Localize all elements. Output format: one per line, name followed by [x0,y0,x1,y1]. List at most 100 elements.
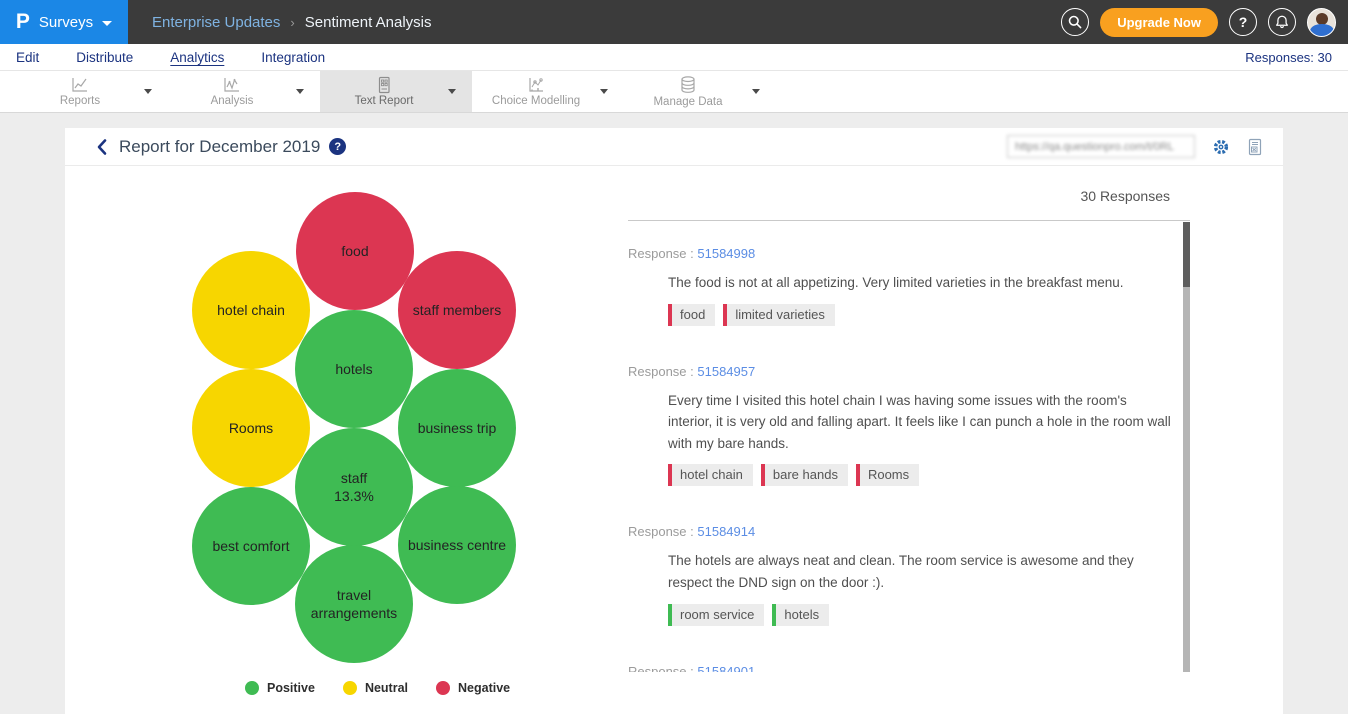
menu-tab-distribute[interactable]: Distribute [76,49,134,65]
toolbar-item-label: Analysis [210,95,254,107]
upgrade-now-button[interactable]: Upgrade Now [1100,7,1218,37]
sentiment-tag-limited-varieties[interactable]: limited varieties [723,303,835,326]
chevron-down-icon[interactable] [144,89,152,94]
menu-tab-edit[interactable]: Edit [16,49,40,65]
response-item: Response : 51584914 The hotels are always… [628,499,1172,630]
bubble-business-trip[interactable]: business trip [398,369,516,487]
legend-label: Neutral [364,681,409,695]
product-name: Surveys [38,13,94,31]
toolbar-item-reports[interactable]: Reports [16,71,168,112]
breadcrumb-separator: › [290,14,295,30]
bubble-label: hotels [335,360,373,377]
response-text: The food is not at all appetizing. Very … [668,275,1124,290]
response-id-link[interactable]: 51584914 [697,524,756,540]
report-body: food hotel chain staff members hotels Rooms b… [65,166,1283,714]
menu-items: Edit Distribute Analytics Integration [16,50,325,65]
toolbar-item-manage-data[interactable]: Manage Data [624,71,776,112]
responses-list: Response : 51584998 The food is not at al… [628,220,1190,672]
breadcrumb-parent[interactable]: Enterprise Updates [152,13,281,31]
chevron-down-icon[interactable] [296,89,304,94]
bubble-label: hotel chain [217,301,285,318]
responses-count[interactable]: Responses: 30 [1245,49,1332,65]
response-id-link[interactable]: 51584957 [697,363,756,379]
help-button[interactable]: ? [1229,8,1257,36]
response-id-link[interactable]: 51584998 [697,246,756,261]
surveys-product-menu[interactable]: P Surveys [0,0,128,44]
bubble-rooms[interactable]: Rooms [192,369,310,487]
response-label: Response : [628,246,698,261]
bubble-travel-arrangements[interactable]: travel arrangements [295,545,413,663]
toolbar-item-label: Choice Modelling [491,95,581,107]
report-header: Report for December 2019 ? [65,128,1283,166]
chevron-down-icon[interactable] [448,89,456,94]
notifications-button[interactable] [1268,8,1296,36]
bubble-best-comfort[interactable]: best comfort [192,487,310,605]
back-button[interactable] [95,137,109,157]
avatar-head [1316,12,1328,25]
bubble-label: food [341,242,369,259]
toolbar-item-label: Reports [59,95,101,107]
database-icon [678,75,698,95]
chevron-left-icon [97,138,107,155]
response-label: Response : [628,363,698,379]
responses-scrollbar-thumb[interactable] [1183,222,1190,287]
bubble-label: travel arrangements [310,586,398,621]
settings-button[interactable] [1212,138,1230,156]
bubble-staff[interactable]: staff 13.3% [295,428,413,546]
response-tags: room service hotels [668,603,1172,631]
toolbar-item-text-report[interactable]: Text Report [320,71,472,112]
sentiment-tag-hotel-chain[interactable]: hotel chain [668,464,753,487]
questionpro-logo: P [15,10,30,33]
share-url-input[interactable] [1007,135,1195,158]
chevron-down-icon[interactable] [752,89,760,94]
toolbar-item-choice-modelling[interactable]: Choice Modelling [472,71,624,112]
sentiment-tag-food[interactable]: food [668,303,716,326]
choice-modelling-icon [526,76,546,94]
analysis-chart-icon [222,76,242,94]
chevron-down-icon[interactable] [600,89,608,94]
bubble-label: business trip [417,419,497,436]
response-id-link[interactable]: 51584901 [697,663,756,672]
page-title: Report for December 2019 [119,136,321,156]
avatar-body [1310,23,1334,36]
sentiment-tag-room-service[interactable]: room service [668,603,765,626]
export-excel-button[interactable] [1247,138,1263,156]
report-header-actions [1007,135,1263,158]
response-id-row: Response : 51584998 [628,246,1172,261]
legend-dot-negative [436,681,451,695]
toolbar-item-label: Text Report [354,95,414,107]
topbar-actions: Upgrade Now ? [1061,7,1348,37]
legend-label: Positive [267,681,315,695]
sentiment-tag-bare-hands[interactable]: bare hands [760,464,848,487]
bubble-hotels[interactable]: hotels [295,310,413,428]
bubble-hotel-chain[interactable]: hotel chain [192,251,310,369]
content-panel: Report for December 2019 ? food hotel cha… [65,128,1283,714]
bell-icon [1276,15,1288,29]
response-item: Response : 51584957 Every time I visited … [628,339,1172,492]
bubble-business-centre[interactable]: business centre [398,486,516,604]
response-tags: food limited varieties [668,303,1172,331]
text-report-icon [375,76,393,94]
top-bar: P Surveys Enterprise Updates › Sentiment… [0,0,1348,44]
chart-legend: Positive Neutral Negative [245,681,510,695]
legend-item-neutral: Neutral [342,681,409,695]
search-button[interactable] [1061,8,1090,36]
sentiment-tag-rooms[interactable]: Rooms [855,464,920,487]
bubble-label: Rooms [228,419,274,436]
bubble-food[interactable]: food [296,192,414,310]
menu-tab-integration[interactable]: Integration [261,49,326,65]
toolbar-item-analysis[interactable]: Analysis [168,71,320,112]
sentiment-tag-hotels[interactable]: hotels [772,603,830,626]
response-text: The hotels are always neat and clean. Th… [668,553,1134,590]
responses-scrollbar[interactable] [1183,222,1190,672]
menu-tab-analytics[interactable]: Analytics [170,49,225,65]
bubble-staff-members[interactable]: staff members [398,251,516,369]
title-help-icon[interactable]: ? [329,138,347,155]
response-item: Response : 51584998 The food is not at al… [628,221,1172,331]
response-id-row: Response : 51584901 [628,664,1172,672]
user-avatar[interactable] [1307,7,1336,37]
bubble-label: staff members [412,301,502,318]
sentiment-bubble-chart: food hotel chain staff members hotels Rooms b… [65,166,625,714]
response-text: Every time I visited this hotel chain I … [668,392,1171,451]
legend-item-negative: Negative [436,681,510,695]
